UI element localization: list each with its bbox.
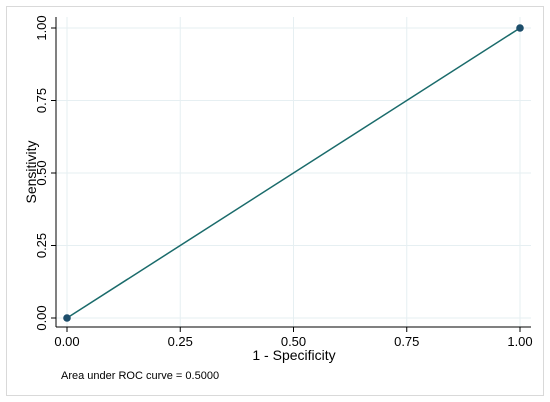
roc-point-0 [63,314,71,322]
x-axis-title: 1 - Specificity [252,347,335,363]
x-tick-label-1: 0.25 [168,334,193,349]
x-tick-label-4: 1.00 [507,334,532,349]
y-tick-label-0: 0.00 [34,305,49,330]
roc-point-1 [516,24,524,32]
y-axis-title: Sensitivity [23,140,39,203]
y-tick-label-3: 0.75 [34,88,49,113]
axis-ticks: 0.00 0.25 0.50 0.75 1.00 0.00 0.25 0.50 0.75 1.00 [34,15,533,349]
auc-annotation: Area under ROC curve = 0.5000 [61,370,219,382]
y-tick-label-2: 0.50 [34,160,49,185]
y-tick-label-4: 1.00 [34,15,49,40]
roc-curve-line [66,27,521,319]
y-tick-label-1: 0.25 [34,233,49,258]
x-tick-label-3: 0.75 [394,334,419,349]
series-group [63,24,524,322]
x-tick-label-2: 0.50 [281,334,306,349]
x-tick-label-0: 0.00 [54,334,79,349]
